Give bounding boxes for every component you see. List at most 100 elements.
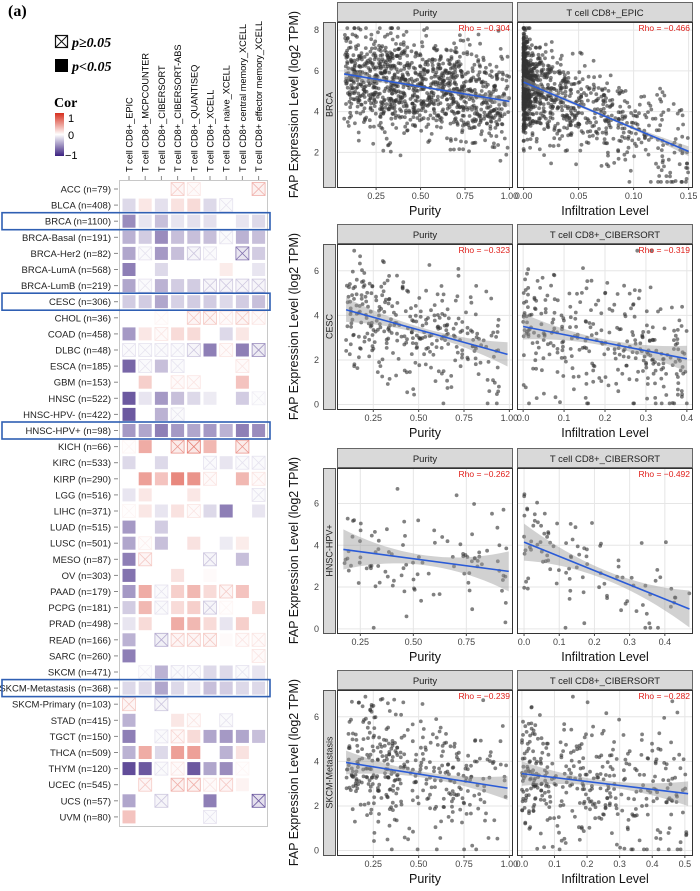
scatter-point bbox=[675, 328, 680, 332]
scatter-point bbox=[678, 766, 683, 771]
scatter-point bbox=[552, 70, 557, 75]
scatter-point bbox=[676, 347, 681, 352]
scatter-point bbox=[568, 347, 573, 351]
scatter-point bbox=[523, 820, 528, 825]
scatter-point bbox=[494, 134, 499, 139]
scatter-point bbox=[529, 547, 533, 552]
scatter-point bbox=[534, 120, 539, 125]
scatter-point bbox=[434, 70, 439, 75]
scatter-point bbox=[354, 789, 358, 794]
scatter-point bbox=[351, 769, 355, 774]
scatter-point bbox=[591, 379, 596, 384]
scatter-point bbox=[651, 338, 655, 343]
x-tick-label: 0.5 bbox=[679, 859, 692, 869]
scatter-point bbox=[400, 284, 405, 289]
scatter-point bbox=[469, 763, 473, 768]
scatter-point bbox=[680, 134, 685, 139]
scatter-point bbox=[596, 298, 601, 303]
heatmap-cell bbox=[219, 649, 233, 663]
scatter-point bbox=[448, 137, 453, 141]
scatter-point bbox=[347, 352, 352, 357]
scatter-point bbox=[558, 803, 563, 808]
scatter-point bbox=[675, 337, 680, 341]
scatter-point bbox=[416, 518, 421, 523]
scatter-point bbox=[412, 392, 416, 397]
scatter-point bbox=[600, 88, 605, 93]
scatter-point bbox=[542, 127, 547, 131]
scatter-point bbox=[353, 772, 358, 777]
scatter-point bbox=[401, 543, 405, 547]
scatter-point bbox=[432, 769, 436, 774]
scatter-point bbox=[432, 111, 437, 115]
scatter-point bbox=[376, 86, 381, 91]
cross-line bbox=[122, 504, 136, 518]
scatter-point bbox=[355, 760, 360, 764]
scatter-point bbox=[606, 383, 611, 388]
scatter-point bbox=[350, 60, 354, 64]
heatmap-cell bbox=[203, 713, 217, 727]
scatter-point bbox=[534, 45, 539, 50]
row-label: BRCA-LumA (n=568) bbox=[22, 265, 112, 276]
scatter-point bbox=[462, 80, 466, 85]
scatter-point bbox=[521, 26, 526, 30]
scatter-point bbox=[438, 101, 443, 105]
scatter-point bbox=[613, 356, 618, 361]
scatter-point bbox=[442, 805, 446, 809]
scatter-point bbox=[583, 805, 588, 810]
scatter-point bbox=[538, 540, 543, 544]
scatter-point bbox=[650, 325, 655, 330]
scatter-point bbox=[489, 114, 494, 119]
scatter-point bbox=[605, 141, 609, 146]
scatter-point bbox=[638, 341, 643, 346]
scatter-point bbox=[581, 766, 586, 770]
scatter-point bbox=[607, 307, 612, 311]
scatter-point bbox=[608, 794, 613, 799]
scatter-point bbox=[539, 736, 544, 741]
scatter-point bbox=[668, 174, 672, 179]
scatter-point bbox=[345, 516, 350, 521]
scatter-point bbox=[382, 98, 387, 102]
regression-line bbox=[523, 81, 689, 153]
x-axis-title: Purity bbox=[409, 872, 442, 886]
x-tick-label: 0.10 bbox=[625, 191, 643, 201]
x-tick-label: 1.00 bbox=[501, 191, 519, 201]
heatmap-cell bbox=[252, 214, 266, 228]
heatmap-cell bbox=[252, 568, 266, 582]
scatter-point bbox=[444, 323, 449, 328]
scatter-point bbox=[642, 354, 647, 359]
scatter-point bbox=[421, 757, 426, 762]
cross-line bbox=[170, 777, 185, 792]
scatter-point bbox=[374, 298, 379, 303]
scatter-point bbox=[680, 788, 685, 793]
scatter-point bbox=[562, 355, 567, 360]
scatter-point bbox=[363, 694, 368, 699]
scatter-point bbox=[384, 341, 389, 346]
scatter-point bbox=[353, 819, 357, 824]
panel-border bbox=[517, 22, 693, 188]
scatter-point bbox=[367, 730, 372, 735]
scatter-point bbox=[370, 46, 374, 51]
scatter-point bbox=[507, 96, 511, 101]
heatmap-cell bbox=[138, 649, 152, 663]
scatter-point bbox=[529, 721, 534, 726]
scatter-point bbox=[493, 766, 498, 771]
heatmap-cell bbox=[252, 601, 266, 615]
scatter-point bbox=[585, 121, 589, 125]
scatter-point bbox=[541, 559, 545, 564]
column-labels: T cell CD8+_EPIC T cell CD8+_MCPCOUNTER T … bbox=[125, 21, 264, 180]
scatter-point bbox=[561, 316, 566, 320]
scatter-point bbox=[345, 61, 350, 66]
cross-line bbox=[219, 311, 233, 325]
scatter-point bbox=[366, 782, 371, 786]
scatter-point bbox=[585, 700, 590, 705]
scatter-point bbox=[450, 799, 454, 804]
scatter-point bbox=[402, 99, 407, 104]
heatmap-cell bbox=[203, 488, 217, 502]
scatter-point bbox=[368, 752, 373, 757]
scatter-point bbox=[429, 365, 433, 370]
heatmap-cell bbox=[122, 536, 136, 550]
scatter-point bbox=[345, 36, 350, 41]
x-tick-label: 0.3 bbox=[623, 637, 636, 647]
scatter-point bbox=[622, 99, 627, 103]
scatter-point bbox=[446, 316, 451, 321]
